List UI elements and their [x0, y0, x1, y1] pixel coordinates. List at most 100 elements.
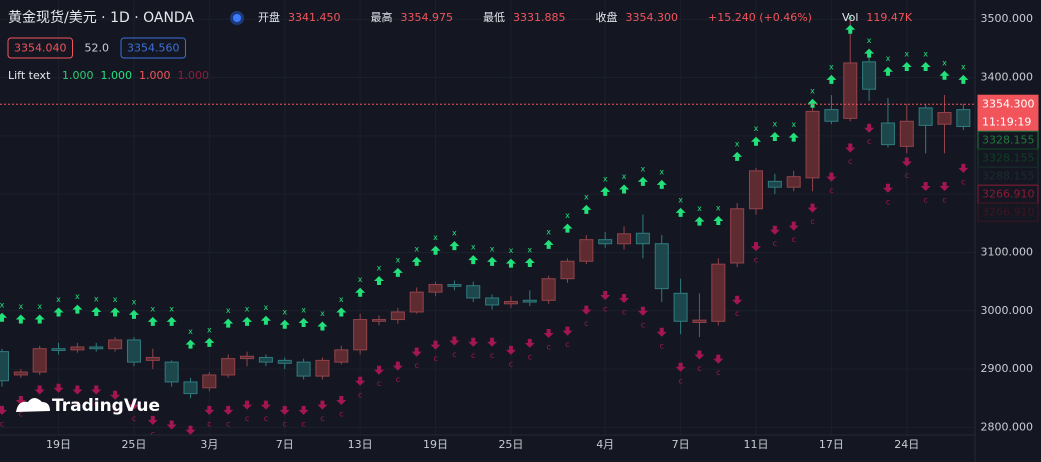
marker-label: c [471, 351, 475, 360]
candle-body [145, 356, 160, 361]
marker-upper [637, 176, 648, 186]
marker-label: x [37, 302, 42, 311]
marker-lower [562, 326, 573, 336]
y-tick-label: 3100.000 [981, 245, 1034, 258]
marker-label: x [471, 243, 476, 252]
candle-body [503, 300, 518, 305]
candle-body [824, 109, 839, 122]
x-tick-label: 4月 [596, 438, 614, 451]
marker-label: x [132, 297, 137, 306]
marker-label: c [754, 256, 758, 265]
candle-body [749, 170, 763, 210]
overlay-value: 1.000 [62, 69, 94, 82]
candle-body [805, 110, 820, 179]
y-tick-label: 3000.000 [981, 304, 1034, 317]
overlay-value: 1.000 [139, 69, 171, 82]
candle-body [692, 319, 707, 323]
marker-lower [91, 385, 102, 395]
marker-label: c [697, 364, 701, 373]
marker-label: c [565, 340, 569, 349]
marker-label: x [0, 300, 5, 309]
marker-upper [581, 204, 592, 214]
marker-lower [543, 328, 554, 338]
logo-icon [16, 398, 50, 412]
marker-upper [242, 316, 253, 326]
candle-body [315, 359, 330, 377]
marker-lower [355, 376, 366, 386]
x-tick-label: 7日 [672, 438, 690, 451]
marker-lower [298, 405, 309, 415]
candle-body [485, 297, 500, 306]
marker-lower [901, 157, 912, 167]
price-label: 3266.910 [982, 206, 1035, 219]
marker-upper [751, 136, 761, 146]
marker-lower [524, 338, 535, 348]
marker-lower [128, 400, 139, 410]
candle-body [0, 351, 9, 382]
marker-lower [882, 183, 893, 193]
price-label: 3266.910 [982, 188, 1035, 201]
x-tick-label: 17日 [819, 438, 844, 451]
marker-label: x [377, 264, 382, 273]
marker-upper [901, 62, 912, 72]
field-value: 3341.450 [288, 11, 341, 24]
price-label-box [977, 202, 1039, 222]
marker-upper [185, 339, 196, 349]
marker-label: x [490, 244, 495, 253]
candle-body [51, 348, 66, 351]
marker-label: x [226, 306, 231, 315]
marker-upper [882, 66, 893, 76]
marker-lower [392, 361, 403, 371]
marker-upper [694, 216, 705, 226]
marker-upper [920, 62, 931, 72]
marker-label: c [377, 379, 381, 388]
marker-lower [223, 405, 234, 415]
marker-lower [147, 415, 158, 425]
marker-label: c [603, 305, 607, 314]
marker-label: x [414, 244, 419, 253]
candle-body [937, 112, 952, 125]
marker-upper [543, 239, 554, 249]
marker-label: x [622, 172, 627, 181]
marker-label: x [301, 306, 306, 315]
marker-upper [864, 48, 875, 58]
marker-lower [279, 405, 290, 415]
field-label: 最高 [371, 10, 393, 24]
marker-upper [91, 306, 102, 316]
marker-lower [769, 225, 780, 235]
candle-body [409, 291, 424, 313]
marker-lower [34, 385, 45, 395]
marker-lower [581, 305, 592, 315]
x-tick-label: 24日 [894, 438, 919, 451]
marker-label: x [659, 167, 664, 176]
x-tick-label: 3月 [200, 438, 218, 451]
marker-upper [204, 337, 215, 347]
marker-label: x [716, 203, 721, 212]
marker-label: c [188, 439, 192, 448]
candle-body [579, 239, 594, 262]
candle-body [277, 359, 292, 364]
marker-upper [34, 314, 45, 324]
marker-upper [392, 267, 403, 277]
marker-lower [336, 396, 347, 406]
candle-body [918, 107, 933, 126]
marker-lower [826, 172, 837, 182]
overlay-value: 1.000 [178, 69, 210, 82]
marker-upper [15, 314, 26, 324]
marker-upper [487, 256, 498, 266]
marker-label: x [395, 255, 400, 264]
marker-label: x [829, 62, 834, 71]
marker-label: c [546, 342, 550, 351]
candle-body [372, 319, 386, 322]
candle-body [390, 311, 405, 321]
x-tick-label: 25日 [121, 438, 146, 451]
marker-label: c [773, 239, 777, 248]
marker-label: x [904, 50, 909, 59]
marker-label: c [867, 137, 871, 146]
marker-lower [110, 390, 121, 400]
marker-label: x [75, 292, 80, 301]
marker-upper [939, 70, 950, 80]
marker-upper [147, 316, 158, 326]
marker-label: c [528, 352, 532, 361]
overlay-name: Lift text [8, 69, 51, 82]
